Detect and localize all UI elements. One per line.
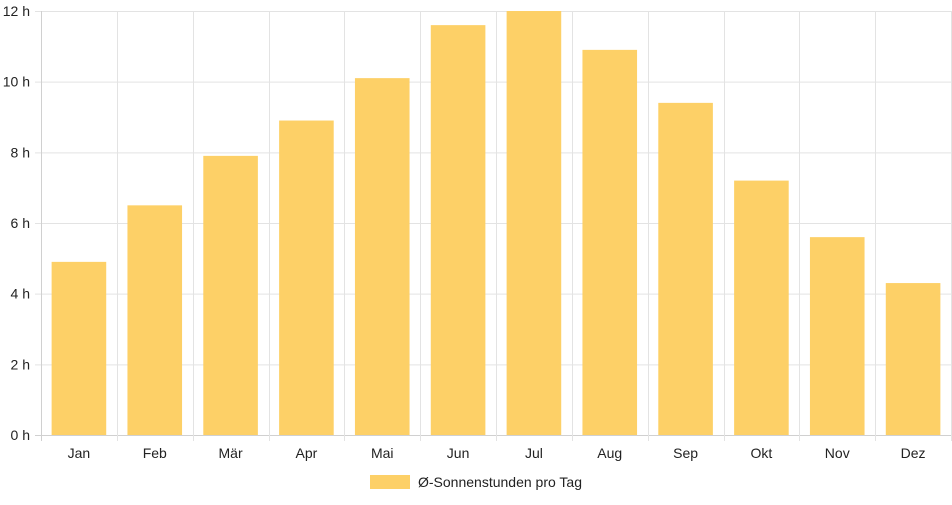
y-tick-label: 4 h	[11, 286, 30, 302]
x-tick-label: Mär	[219, 445, 243, 461]
x-tick-label: Okt	[751, 445, 773, 461]
bar[interactable]	[809, 237, 865, 435]
x-axis-ticks: Jan Feb Mär Apr Mai Jun Jul Aug Sep Okt Nov Dez	[68, 445, 926, 461]
bar[interactable]	[658, 102, 713, 435]
bar[interactable]	[582, 49, 638, 435]
y-tick-label: 6 h	[11, 215, 30, 231]
y-tick-label: 2 h	[11, 356, 30, 372]
legend-label[interactable]: Ø-Sonnenstunden pro Tag	[418, 474, 582, 490]
x-tick-label: Apr	[296, 445, 318, 461]
bar[interactable]	[354, 78, 410, 435]
grid-layer	[35, 11, 952, 441]
y-tick-label: 12 h	[3, 3, 30, 19]
x-tick-label: Mai	[371, 445, 394, 461]
x-tick-label: Dez	[901, 445, 926, 461]
bar[interactable]	[430, 25, 486, 436]
bar[interactable]	[127, 205, 183, 435]
y-tick-label: 8 h	[11, 144, 30, 160]
y-tick-label: 0 h	[11, 427, 30, 443]
legend-swatch[interactable]	[370, 475, 410, 489]
bar[interactable]	[506, 11, 562, 435]
x-tick-label: Jan	[68, 445, 91, 461]
bar[interactable]	[734, 180, 789, 435]
x-tick-label: Sep	[673, 445, 698, 461]
y-axis-ticks: 0 h 2 h 4 h 6 h 8 h 10 h 12 h	[3, 3, 30, 443]
x-tick-label: Jul	[525, 445, 543, 461]
x-tick-label: Jun	[447, 445, 470, 461]
x-tick-label: Feb	[143, 445, 167, 461]
bar[interactable]	[203, 155, 258, 435]
bar[interactable]	[279, 120, 334, 436]
bar[interactable]	[51, 261, 107, 435]
y-tick-label: 10 h	[3, 74, 30, 90]
bar-layer	[51, 11, 941, 436]
legend[interactable]: Ø-Sonnenstunden pro Tag	[370, 474, 582, 490]
x-tick-label: Nov	[825, 445, 850, 461]
x-tick-label: Aug	[597, 445, 622, 461]
bar[interactable]	[885, 283, 941, 435]
